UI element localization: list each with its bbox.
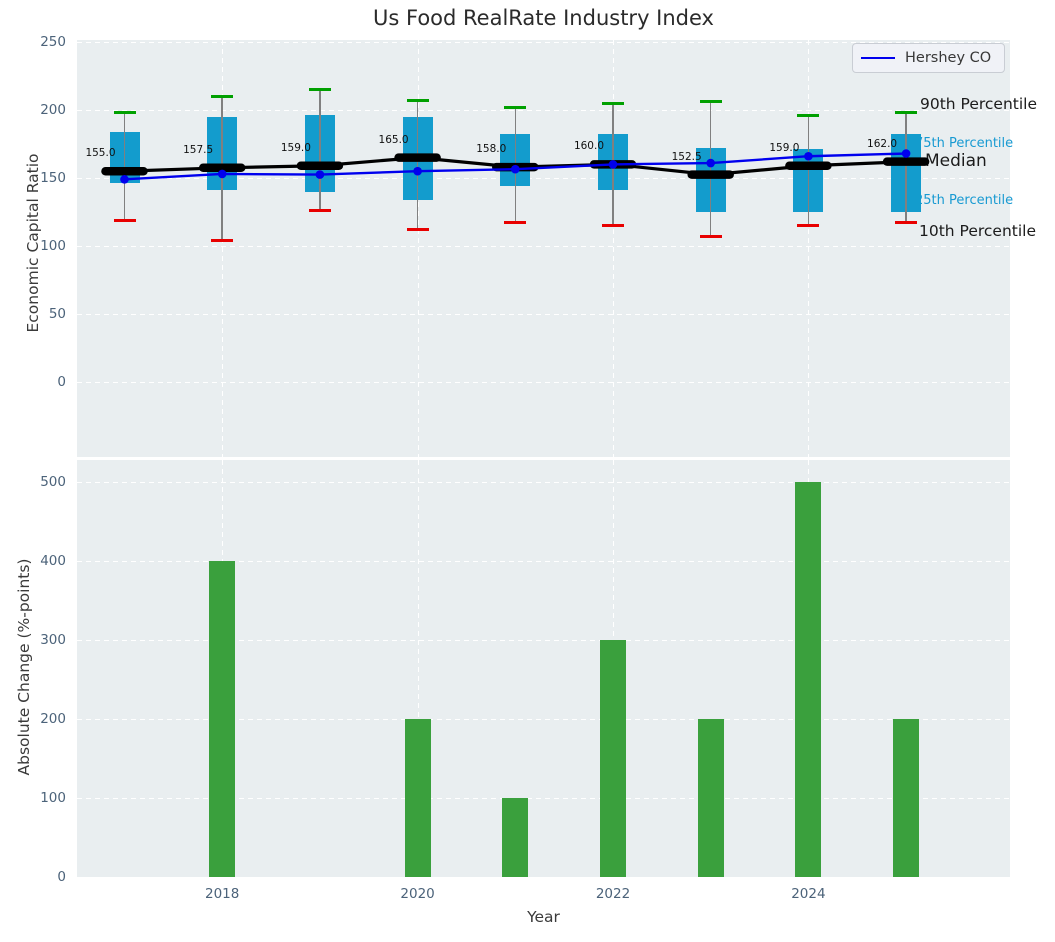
y-tick-label: 500 bbox=[40, 473, 66, 490]
whisker-cap-top bbox=[797, 113, 820, 118]
grid-line-vertical bbox=[222, 40, 224, 457]
median-value-label: 155.0 bbox=[85, 147, 116, 160]
median-value-label: 160.0 bbox=[573, 140, 604, 153]
y-tick-label: 250 bbox=[40, 34, 66, 50]
whisker bbox=[319, 89, 321, 211]
whisker-cap-top bbox=[895, 111, 918, 115]
grid-line-horizontal bbox=[77, 718, 1010, 720]
grid-line-horizontal bbox=[77, 481, 1010, 483]
grid-line-vertical bbox=[613, 40, 614, 457]
median-value-label: 159.0 bbox=[769, 141, 800, 154]
whisker bbox=[807, 115, 810, 226]
whisker-cap-top bbox=[308, 88, 331, 92]
y-tick-label: 200 bbox=[40, 102, 66, 118]
whisker-cap-bottom bbox=[895, 221, 918, 225]
whisker-cap-bottom bbox=[504, 221, 527, 225]
grid-line-horizontal bbox=[77, 797, 1010, 799]
annotation-10th-percentile: 10th Percentile bbox=[919, 222, 1037, 240]
grid-line-horizontal bbox=[77, 382, 1010, 383]
whisker-cap-bottom bbox=[406, 228, 429, 232]
whisker bbox=[709, 101, 712, 237]
annotation-25th-percentile: 25th Percentile bbox=[915, 193, 1014, 208]
grid-line-vertical bbox=[417, 460, 419, 877]
grid-line-horizontal bbox=[77, 246, 1010, 247]
grid-line-vertical bbox=[417, 40, 419, 457]
whisker-cap-bottom bbox=[211, 238, 234, 243]
whisker-cap-bottom bbox=[113, 218, 136, 222]
y-tick-label: 0 bbox=[57, 374, 66, 390]
whisker bbox=[416, 100, 419, 230]
median-value-label: 165.0 bbox=[378, 133, 409, 146]
top-plot-area: 155.0 157.5 159.0 165.0 158.0 160.0 152.5 159.0… bbox=[77, 40, 1010, 457]
bar bbox=[600, 639, 626, 877]
legend-line-swatch bbox=[861, 57, 895, 59]
whisker bbox=[514, 107, 517, 223]
x-tick-label: 2018 bbox=[205, 886, 240, 902]
grid-line-horizontal bbox=[77, 110, 1010, 111]
bar bbox=[209, 560, 236, 877]
bar bbox=[404, 718, 431, 877]
whisker bbox=[221, 96, 223, 241]
median-value-label: 159.0 bbox=[280, 141, 311, 154]
median-value-label: 162.0 bbox=[867, 137, 898, 150]
x-tick-label: 2024 bbox=[791, 886, 826, 902]
annotation-75th-percentile: 75th Percentile bbox=[915, 136, 1014, 151]
bar bbox=[697, 718, 724, 877]
legend-label: Hershey CO bbox=[905, 50, 992, 66]
lines-overlay bbox=[101, 149, 930, 184]
whisker bbox=[612, 103, 614, 226]
annotation-median: Median bbox=[925, 151, 987, 171]
whisker-cap-top bbox=[211, 94, 234, 98]
y-tick-label: 300 bbox=[40, 631, 66, 648]
whisker-cap-top bbox=[504, 105, 527, 109]
legend: Hershey CO bbox=[852, 43, 1005, 73]
median-value-label: 158.0 bbox=[476, 143, 507, 156]
y-tick-label: 50 bbox=[48, 306, 66, 322]
x-axis-label: Year bbox=[527, 908, 560, 926]
whisker-cap-top bbox=[113, 111, 136, 115]
grid-line-horizontal bbox=[77, 314, 1010, 315]
whisker-cap-bottom bbox=[602, 224, 624, 228]
chart-title: Us Food RealRate Industry Index bbox=[373, 6, 714, 30]
annotation-90th-percentile: 90th Percentile bbox=[920, 95, 1038, 113]
whisker-cap-bottom bbox=[797, 224, 820, 228]
bar bbox=[502, 797, 529, 877]
bottom-plot-area bbox=[77, 460, 1010, 877]
whisker bbox=[905, 112, 907, 223]
whisker bbox=[123, 112, 126, 221]
y-tick-label: 400 bbox=[40, 552, 66, 569]
grid-line-horizontal bbox=[77, 560, 1010, 562]
whisker-cap-bottom bbox=[699, 234, 722, 239]
x-tick-label: 2022 bbox=[595, 886, 631, 902]
bar bbox=[893, 718, 920, 877]
y-tick-label: 150 bbox=[40, 170, 66, 186]
y-tick-label: 100 bbox=[40, 789, 66, 806]
y-tick-label: 200 bbox=[40, 710, 66, 727]
grid-line-horizontal bbox=[77, 639, 1010, 641]
median-value-label: 152.5 bbox=[671, 150, 702, 163]
grid-line-vertical bbox=[808, 40, 810, 457]
median-value-label: 157.5 bbox=[183, 143, 214, 156]
x-tick-label: 2020 bbox=[400, 886, 435, 902]
whisker-cap-top bbox=[406, 98, 429, 103]
grid-line-horizontal bbox=[77, 42, 1010, 43]
y-tick-label: 100 bbox=[40, 238, 66, 254]
bar bbox=[795, 481, 822, 877]
y-tick-label: 0 bbox=[57, 869, 66, 885]
whisker-cap-top bbox=[602, 101, 624, 105]
whisker-cap-top bbox=[699, 100, 722, 104]
whisker-cap-bottom bbox=[308, 209, 331, 213]
